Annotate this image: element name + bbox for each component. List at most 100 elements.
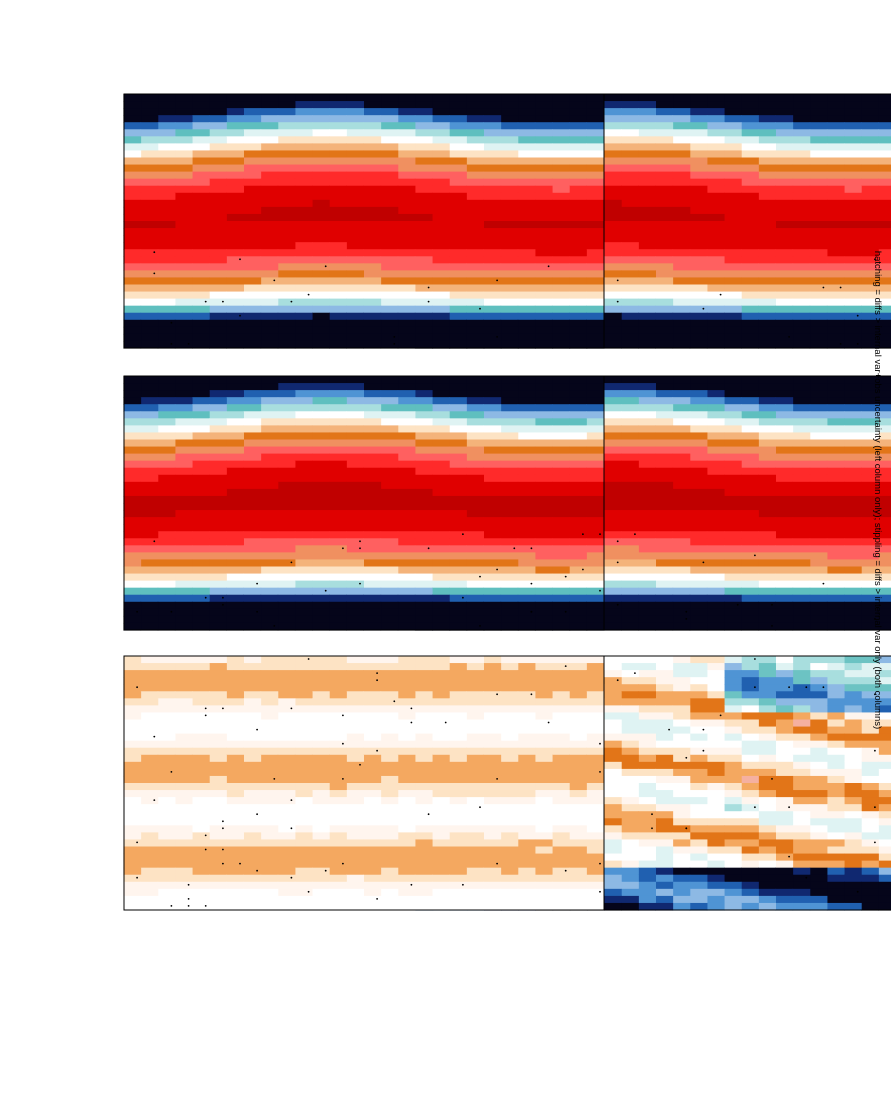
heat-cell-bias (724, 825, 742, 833)
heat-cell-refmodel (449, 559, 467, 567)
heat-cell-ref (552, 179, 570, 187)
heat-cell-obs (621, 468, 639, 476)
heat-cell-refmodel (483, 489, 501, 497)
heat-cell-obs (604, 496, 622, 504)
heat-cell-ref (415, 172, 433, 180)
heat-cell-model (655, 136, 673, 144)
heat-cell-refmodel (483, 447, 501, 455)
heat-cell-ref (363, 221, 381, 229)
heat-cell-ref (192, 320, 210, 328)
heat-cell-model (741, 172, 759, 180)
heat-cell-obs (775, 524, 793, 532)
heat-cell-bias (844, 861, 862, 869)
heat-cell-refmodel (415, 489, 433, 497)
heat-cell-bias (638, 839, 656, 847)
heat-cell-refmodel (398, 545, 416, 553)
heat-cell-obs (775, 581, 793, 589)
heat-cell-refmodel (432, 411, 450, 419)
heat-cell-bias (810, 734, 828, 742)
heat-cell-ref (261, 158, 279, 166)
heat-cell-ref (518, 263, 536, 271)
heat-cell-ref (346, 334, 364, 342)
heat-cell-refmodel (552, 559, 570, 567)
heat-cell-ref (312, 179, 330, 187)
stipple-dot-bias (823, 686, 825, 688)
heat-cell-obs (810, 383, 828, 391)
heat-cell-model (827, 334, 845, 342)
heat-cell-model (690, 235, 708, 243)
heat-cell-refmodel (175, 538, 193, 546)
heat-cell-bias (621, 748, 639, 756)
heat-cell-bias (638, 889, 656, 897)
heat-cell-ref (415, 143, 433, 151)
heat-cell-ref (192, 158, 210, 166)
stipple-dot-ref (548, 265, 550, 267)
heat-cell-refmodel (501, 390, 519, 398)
heat-cell-ref (535, 235, 553, 243)
heat-cell-refmodel (158, 461, 176, 469)
heat-cell-model (724, 179, 742, 187)
heat-cell-bias (827, 762, 845, 770)
heat-cell-ref (363, 101, 381, 109)
heat-cell-ref (226, 94, 244, 102)
heat-cell-refmodel (141, 411, 159, 419)
heat-cell-obs (741, 595, 759, 603)
heat-cell-bias (724, 875, 742, 883)
heat-cell-bias (604, 797, 622, 805)
heat-cell-ref (466, 158, 484, 166)
heat-cell-model (724, 158, 742, 166)
heat-cell-bias (878, 804, 891, 812)
heat-cell-model (793, 242, 811, 250)
heat-cell-bias (724, 804, 742, 812)
heat-cell-model (861, 179, 879, 187)
heat-cell-obs (827, 602, 845, 610)
heat-cell-bias (638, 684, 656, 692)
heat-cell-bias (621, 811, 639, 819)
heat-cell-refmodel (312, 454, 330, 462)
heat-cell-obs (793, 397, 811, 405)
heat-cell-refmodel (261, 454, 279, 462)
heat-cell-refmodel (501, 503, 519, 511)
heat-cell-refmodel (398, 503, 416, 511)
heat-cell-ref (398, 122, 416, 130)
heat-cell-refmodel (552, 482, 570, 490)
heat-cell-model (673, 221, 691, 229)
heat-cell-bias (844, 896, 862, 904)
stipple-dot-ref (153, 273, 155, 275)
heat-cell-refmodel (415, 390, 433, 398)
heat-cell-obs (775, 376, 793, 384)
heat-cell-ref (552, 122, 570, 130)
heat-cell-ref (483, 179, 501, 187)
heat-cell-ref (586, 334, 604, 342)
heat-cell-model (638, 179, 656, 187)
heat-cell-ref (501, 299, 519, 307)
heat-cell-ref (586, 285, 604, 293)
heat-cell-ref (501, 306, 519, 314)
heat-cell-obs (844, 588, 862, 596)
heat-cell-ref (243, 179, 261, 187)
heat-cell-obs (604, 574, 622, 582)
heat-cell-refmodel (518, 461, 536, 469)
heat-cell-refmodel (363, 559, 381, 567)
heat-cell-model (827, 313, 845, 321)
heat-cell-model (758, 101, 776, 109)
heat-cell-ref (466, 242, 484, 250)
heat-cell-model (827, 327, 845, 335)
heat-cell-bias (707, 734, 725, 742)
heat-cell-ref (141, 285, 159, 293)
heat-cell-refmodel (243, 447, 261, 455)
heat-cell-obs (707, 418, 725, 426)
heat-cell-refmodel (432, 454, 450, 462)
heat-cell-ref (123, 158, 141, 166)
heat-cell-model (655, 277, 673, 285)
heat-cell-ref (123, 292, 141, 300)
heat-cell-bias (741, 804, 759, 812)
heat-cell-model (827, 193, 845, 201)
heat-cell-ref (501, 122, 519, 130)
heat-cell-obs (827, 425, 845, 433)
heat-cell-refmodel (243, 482, 261, 490)
heat-cell-obs (724, 595, 742, 603)
heat-cell-refmodel (569, 397, 587, 405)
heat-cell-refmodel (518, 425, 536, 433)
heat-cell-model (758, 221, 776, 229)
